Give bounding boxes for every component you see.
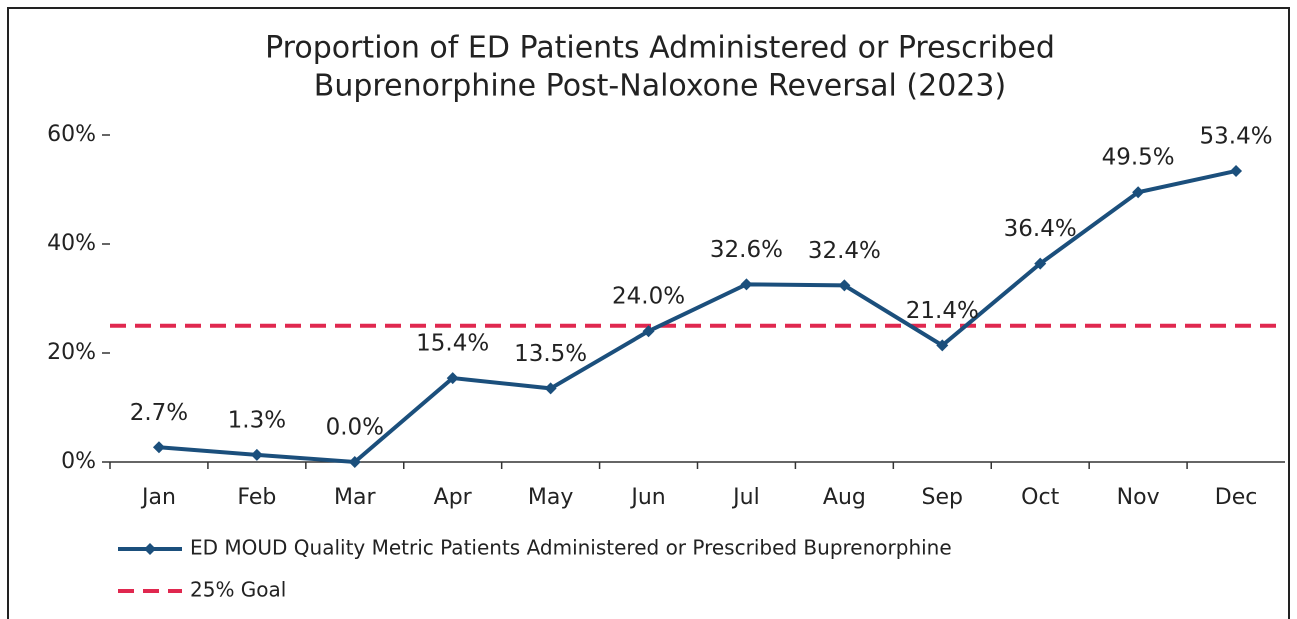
point <box>250 448 263 461</box>
x-tick-label: Dec <box>1215 485 1258 510</box>
point <box>642 325 655 338</box>
x-tick-label: Jun <box>629 485 665 510</box>
chart-title: Buprenorphine Post-Naloxone Reversal (20… <box>314 69 1006 104</box>
point <box>152 441 165 454</box>
x-tick-label: Aug <box>823 485 866 510</box>
point <box>740 278 753 291</box>
value-label: 32.4% <box>808 238 881 264</box>
point <box>348 456 361 468</box>
chart-title: Proportion of ED Patients Administered o… <box>265 31 1055 66</box>
y-tick-label: 0% <box>61 449 96 474</box>
x-tick-label: Nov <box>1117 485 1160 510</box>
legend-label: ED MOUD Quality Metric Patients Administ… <box>190 536 952 560</box>
value-label: 24.0% <box>612 284 685 310</box>
x-tick-label: Feb <box>237 485 276 510</box>
value-label: 49.5% <box>1102 145 1175 171</box>
legend-marker <box>144 543 156 555</box>
x-tick-label: May <box>528 485 573 510</box>
value-label: 32.6% <box>710 237 783 263</box>
y-tick-label: 60% <box>47 122 96 147</box>
x-tick-label: Oct <box>1021 485 1059 510</box>
value-label: 21.4% <box>906 298 979 324</box>
point <box>1132 186 1145 199</box>
point <box>838 279 851 292</box>
point <box>936 339 949 352</box>
x-tick-label: Mar <box>334 485 376 510</box>
x-tick-label: Sep <box>922 485 963 510</box>
value-label: 0.0% <box>326 415 384 441</box>
value-label: 2.7% <box>130 400 188 426</box>
legend-label: 25% Goal <box>190 578 286 602</box>
y-tick-label: 40% <box>47 231 96 256</box>
point <box>1034 257 1047 270</box>
x-tick-label: Jul <box>731 485 760 510</box>
point <box>544 382 557 395</box>
series-line <box>158 169 1237 465</box>
value-label: 1.3% <box>228 407 286 433</box>
frame <box>7 7 1290 619</box>
value-label: 53.4% <box>1200 123 1273 149</box>
y-tick-label: 20% <box>47 340 96 365</box>
x-tick-label: Jan <box>140 485 176 510</box>
value-label: 13.5% <box>514 341 587 367</box>
value-label: 36.4% <box>1004 216 1077 242</box>
point <box>446 372 459 385</box>
x-tick-label: Apr <box>434 485 473 510</box>
value-label: 15.4% <box>416 331 489 357</box>
point <box>1230 164 1243 177</box>
